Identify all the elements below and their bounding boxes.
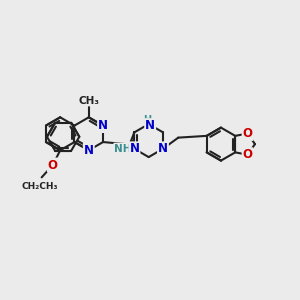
Text: N: N	[84, 144, 94, 157]
Text: CH₂CH₃: CH₂CH₃	[22, 182, 58, 191]
Text: N: N	[158, 142, 168, 155]
Text: N: N	[129, 142, 140, 155]
Text: CH₃: CH₃	[78, 95, 99, 106]
Text: O: O	[243, 127, 253, 140]
Text: O: O	[48, 158, 58, 172]
Text: NH: NH	[114, 143, 132, 154]
Text: N: N	[145, 119, 155, 132]
Text: H: H	[143, 115, 151, 125]
Text: N: N	[98, 119, 108, 132]
Text: O: O	[243, 148, 253, 161]
